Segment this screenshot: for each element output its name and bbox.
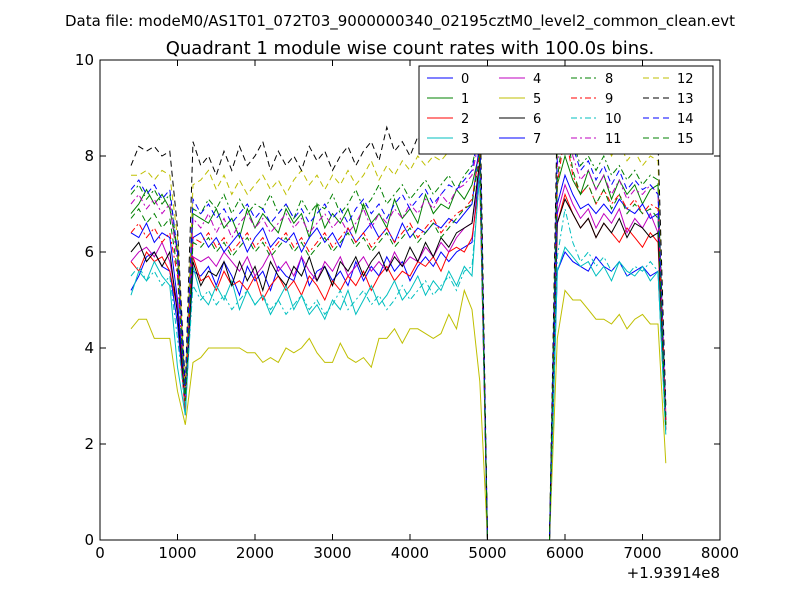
series-line-12 [131,64,667,540]
x-tick-label: 6000 [546,544,584,562]
x-tick-label: 0 [95,544,105,562]
y-tick-label: 8 [84,147,94,165]
x-tick-label: 8000 [701,544,739,562]
x-offset-label: +1.93914e8 [627,564,720,582]
series-line-15 [130,117,667,540]
plot-series-group [130,64,667,540]
legend-label-7: 7 [533,132,541,147]
x-tick-label: 5000 [468,544,506,562]
legend-label-3: 3 [461,132,469,147]
y-tick-label: 2 [84,435,94,453]
series-line-1 [130,151,667,540]
x-tick-label: 3000 [313,544,351,562]
legend-label-9: 9 [605,92,613,107]
series-line-4 [130,165,667,540]
chart-title: Quadrant 1 module wise count rates with … [166,38,655,59]
series-line-9 [130,131,667,540]
legend-label-11: 11 [605,132,622,147]
legend-label-0: 0 [461,72,469,87]
x-tick-label: 7000 [623,544,661,562]
y-tick-label: 0 [84,531,94,549]
legend-label-8: 8 [605,72,613,87]
series-line-5 [130,288,667,540]
series-line-14 [130,93,667,540]
series-line-3 [130,170,667,540]
series-line-10 [130,175,667,540]
legend-label-5: 5 [533,92,541,107]
legend-label-15: 15 [677,132,694,147]
legend-label-6: 6 [533,112,541,127]
series-line-6 [130,160,667,540]
legend-label-10: 10 [605,112,622,127]
y-tick-label: 6 [84,243,94,261]
legend-label-13: 13 [677,92,694,107]
x-tick-label: 2000 [236,544,274,562]
legend-label-2: 2 [461,112,469,127]
y-tick-label: 4 [84,339,94,357]
legend-label-1: 1 [461,92,469,107]
legend-label-14: 14 [677,112,694,127]
series-line-11 [130,98,667,540]
y-tick-label: 10 [75,51,94,69]
legend-box [418,65,714,155]
legend-label-12: 12 [677,72,694,87]
series-line-0 [130,165,667,540]
series-line-7 [130,141,667,540]
legend-label-4: 4 [533,72,541,87]
x-tick-label: 4000 [391,544,429,562]
x-tick-label: 1000 [158,544,196,562]
chart-suptitle: Data file: modeM0/AS1T01_072T03_90000003… [65,12,735,31]
